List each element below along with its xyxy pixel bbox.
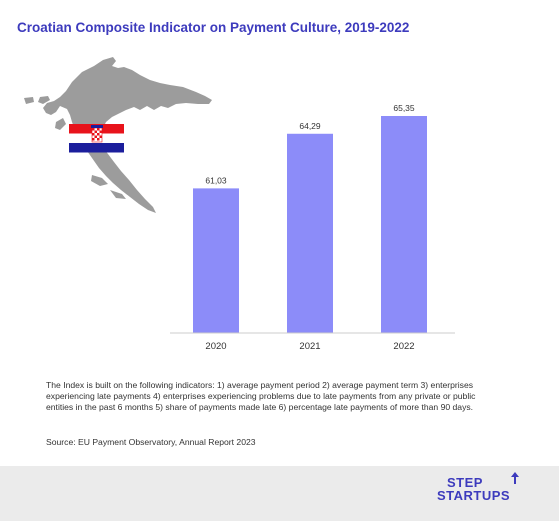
croatia-map-shape <box>43 57 212 213</box>
source-text: Source: EU Payment Observatory, Annual R… <box>46 437 256 447</box>
index-note: The Index is built on the following indi… <box>46 380 476 412</box>
chart-card: Croatian Composite Indicator on Payment … <box>17 20 476 447</box>
footer-bar: STEP STARTUPS <box>0 466 559 521</box>
bar-2021 <box>287 133 333 333</box>
chart-title: Croatian Composite Indicator on Payment … <box>17 20 410 35</box>
logo-line-2: STARTUPS <box>437 488 511 503</box>
croatia-map-icon <box>24 57 212 213</box>
croatia-island-2 <box>55 118 66 130</box>
arrow-up-icon <box>511 472 519 484</box>
value-label-2022: 65,35 <box>393 103 415 113</box>
x-tick-2021: 2021 <box>299 341 320 352</box>
flag-coat-of-arms-icon <box>91 125 103 143</box>
croatia-island-6 <box>99 163 108 170</box>
croatia-island-1 <box>38 96 50 104</box>
bar-2022 <box>381 116 427 333</box>
value-label-2021: 64,29 <box>299 121 321 131</box>
value-label-2020: 61,03 <box>205 175 227 185</box>
bar-2020 <box>193 188 239 333</box>
x-tick-2020: 2020 <box>205 341 226 352</box>
logo-line-1: STEP <box>447 475 483 490</box>
bar-chart: 61,03 2020 64,29 2021 65,35 2022 <box>170 103 455 352</box>
x-tick-2022: 2022 <box>393 341 414 352</box>
croatia-island-5 <box>110 190 126 199</box>
croatia-island-4 <box>91 175 108 186</box>
step-startups-logo[interactable]: STEP STARTUPS <box>437 476 521 502</box>
croatia-flag-icon <box>69 124 124 153</box>
croatia-island-3 <box>24 97 34 104</box>
